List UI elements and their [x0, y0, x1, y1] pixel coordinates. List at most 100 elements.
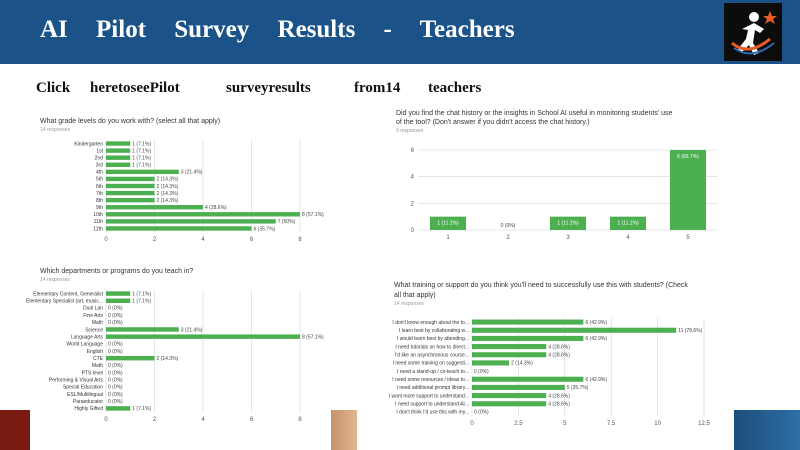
bar	[472, 335, 584, 341]
data-label: 6 (42.9%)	[585, 320, 607, 326]
data-label: 1 (7.1%)	[132, 299, 151, 305]
chart-response-count: 14 responses	[40, 277, 71, 283]
data-label: 3 (21.4%)	[181, 327, 203, 333]
category-label: Paraeducator	[73, 399, 103, 405]
chart-title-line-1: Did you find the chat history or the ins…	[396, 110, 673, 117]
bar	[106, 327, 179, 332]
data-label: 0 (0%)	[108, 378, 123, 384]
bar	[472, 352, 547, 358]
category-label: 7th	[96, 191, 103, 197]
category-label: I would learn best by attending...	[397, 336, 469, 342]
data-label: 0 (0%)	[108, 313, 123, 319]
category-label: Elementary Content, Generalist	[33, 291, 103, 297]
data-label: 1 (11.1%)	[617, 221, 639, 227]
x-tick-label: 4	[201, 237, 205, 243]
category-label: I learn best by collaborating w...	[399, 328, 469, 334]
data-label: 0 (0%)	[108, 385, 123, 391]
category-label: 1st	[96, 148, 103, 154]
category-label: 4th	[96, 170, 103, 176]
category-label: 4	[626, 235, 630, 241]
chart-response-count: 9 responses	[396, 128, 424, 134]
category-label: 3rd	[96, 163, 103, 169]
category-label: World Language	[66, 342, 103, 348]
chart-chat-history-usefulness: Did you find the chat history or the ins…	[396, 110, 718, 241]
bar	[610, 216, 646, 230]
header-banner: AI Pilot Survey Results - Teachers	[0, 0, 800, 64]
category-label: Highly Gifted	[74, 406, 103, 412]
data-label: 4 (28.6%)	[548, 344, 570, 350]
data-label: 0 (0%)	[474, 410, 489, 416]
logo-star	[763, 11, 777, 24]
data-label: 5 (35.7%)	[567, 385, 589, 391]
logo-swoosh-orange	[731, 37, 771, 51]
data-label: 1 (7.1%)	[132, 406, 151, 412]
subtitle-word[interactable]: from14	[354, 80, 401, 96]
category-label: 10th	[93, 212, 103, 218]
category-label: 6th	[96, 184, 103, 190]
bar	[106, 176, 155, 182]
logo-swoosh-blue	[733, 42, 775, 55]
x-tick-label: 5	[563, 421, 567, 427]
x-tick-label: 0	[104, 237, 108, 243]
x-tick-label: 2	[153, 417, 157, 423]
data-label: 6 (66.7%)	[677, 154, 699, 160]
bar	[106, 355, 155, 361]
bar	[550, 216, 586, 230]
data-label: 0 (0%)	[108, 306, 123, 312]
bar	[106, 212, 300, 217]
data-label: 2 (14.3%)	[157, 356, 179, 362]
bar	[472, 360, 510, 366]
subtitle-word[interactable]: surveyresults	[226, 80, 311, 96]
y-tick-label: 2	[411, 201, 415, 207]
data-label: 1 (7.1%)	[132, 141, 151, 147]
chart-departments: Which departments or programs do you tea…	[26, 268, 324, 423]
y-tick-label: 0	[411, 228, 415, 234]
bar	[106, 334, 300, 339]
chart-title-line-1: What training or support do you think yo…	[394, 282, 688, 289]
bar	[472, 327, 677, 333]
data-label: 0 (0%)	[108, 320, 123, 326]
category-label: Language Arts	[71, 334, 104, 340]
data-label: 1 (7.1%)	[132, 163, 151, 169]
bar	[106, 148, 131, 153]
data-label: 6 (42.9%)	[585, 377, 607, 383]
category-label: English	[87, 349, 104, 355]
data-label: 6 (42.9%)	[585, 336, 607, 342]
category-label: I need a stand-up / co-teach to...	[397, 369, 469, 375]
data-label: 4 (28.6%)	[548, 393, 570, 399]
x-tick-label: 10	[654, 421, 661, 427]
data-label: 2 (14.3%)	[157, 177, 179, 183]
subtitle-word[interactable]: heretoseePilot	[90, 80, 180, 96]
bar	[106, 155, 131, 160]
logo-figure-head	[749, 12, 759, 22]
category-label: ESL/Multilingual	[67, 392, 103, 398]
chart-training-support: What training or support do you think yo…	[389, 282, 711, 427]
category-label: 5	[686, 235, 690, 241]
y-tick-label: 6	[411, 148, 415, 154]
bar	[472, 344, 547, 350]
category-label: 8th	[96, 198, 103, 204]
subtitle-word[interactable]: teachers	[428, 80, 482, 96]
chart-grade-levels: What grade levels do you work with? (sel…	[40, 118, 324, 243]
chart-title: What grade levels do you work with? (sel…	[40, 118, 220, 125]
x-tick-label: 0	[470, 421, 474, 427]
data-label: 1 (11.1%)	[557, 221, 579, 227]
data-label: 2 (14.3%)	[157, 198, 179, 204]
category-label: Fine Arts	[83, 313, 103, 319]
data-label: 2 (14.3%)	[157, 184, 179, 190]
category-label: 2	[506, 235, 510, 241]
subtitle-word[interactable]: Click	[36, 80, 71, 96]
page-title: AI Pilot Survey Results - Teachers	[40, 16, 515, 43]
category-label: 9th	[96, 205, 103, 211]
data-label: 7 (50%)	[278, 219, 296, 225]
category-label: Math	[92, 320, 103, 326]
data-label: 0 (0%)	[108, 392, 123, 398]
data-label: 0 (0%)	[501, 223, 516, 229]
bar	[472, 376, 584, 382]
x-tick-label: 4	[201, 417, 205, 423]
category-label: Special Education	[63, 385, 103, 391]
category-label: 12th	[93, 226, 103, 232]
bar	[106, 162, 131, 167]
category-label: I need some resources / ideas to...	[392, 377, 469, 383]
category-label: Dual Lan	[83, 306, 103, 312]
